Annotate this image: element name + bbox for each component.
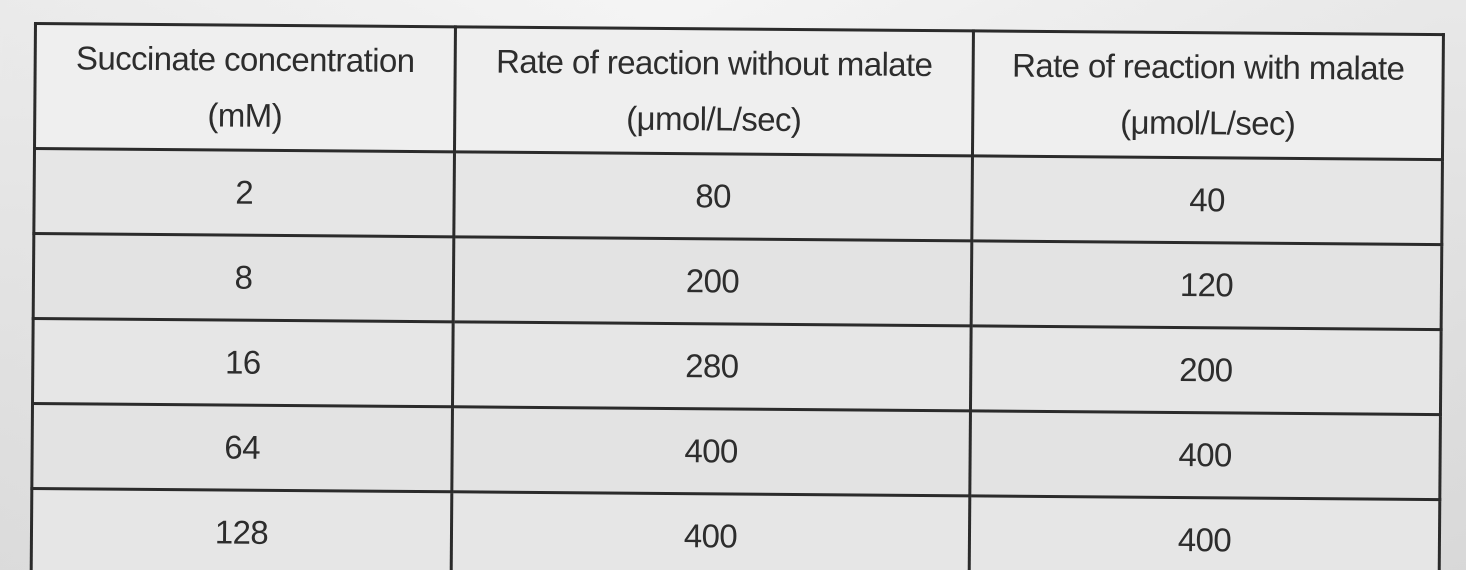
- cell-succinate: 8: [33, 233, 454, 322]
- data-table-container: Succinate concentration (mM) Rate of rea…: [29, 22, 1445, 570]
- table-row: 128 400 400: [31, 488, 1440, 570]
- cell-rate-with-malate: 40: [971, 155, 1443, 245]
- header-row: Succinate concentration (mM) Rate of rea…: [34, 23, 1444, 160]
- header-succinate-concentration: Succinate concentration (mM): [34, 23, 456, 152]
- cell-succinate: 64: [31, 403, 453, 492]
- cell-rate-without-malate: 280: [452, 321, 972, 411]
- header-unit: (μmol/L/sec): [1120, 103, 1296, 142]
- cell-rate-with-malate: 200: [970, 325, 1442, 415]
- table-row: 16 280 200: [32, 318, 1442, 415]
- header-label: Rate of reaction with malate: [1011, 46, 1405, 87]
- header-unit: (mM): [207, 96, 283, 134]
- header-rate-without-malate: Rate of reaction without malate (μmol/L/…: [454, 26, 974, 156]
- cell-rate-with-malate: 400: [969, 410, 1441, 500]
- cell-succinate: 16: [32, 318, 454, 407]
- data-table: Succinate concentration (mM) Rate of rea…: [29, 22, 1445, 570]
- cell-rate-without-malate: 400: [451, 491, 970, 570]
- cell-rate-with-malate: 400: [969, 495, 1440, 570]
- cell-succinate: 128: [31, 488, 452, 570]
- cell-rate-with-malate: 120: [971, 240, 1442, 330]
- header-label: Succinate concentration: [75, 39, 415, 79]
- cell-rate-without-malate: 400: [451, 406, 971, 496]
- cell-rate-without-malate: 200: [453, 236, 972, 326]
- header-label: Rate of reaction without malate: [495, 42, 933, 84]
- cell-rate-without-malate: 80: [453, 151, 973, 241]
- header-unit: (μmol/L/sec): [626, 99, 802, 139]
- cell-succinate: 2: [33, 148, 455, 237]
- table-row: 2 80 40: [33, 148, 1443, 245]
- header-rate-with-malate: Rate of reaction with malate (μmol/L/sec…: [972, 30, 1444, 160]
- table-row: 8 200 120: [33, 233, 1442, 330]
- table-row: 64 400 400: [31, 403, 1441, 500]
